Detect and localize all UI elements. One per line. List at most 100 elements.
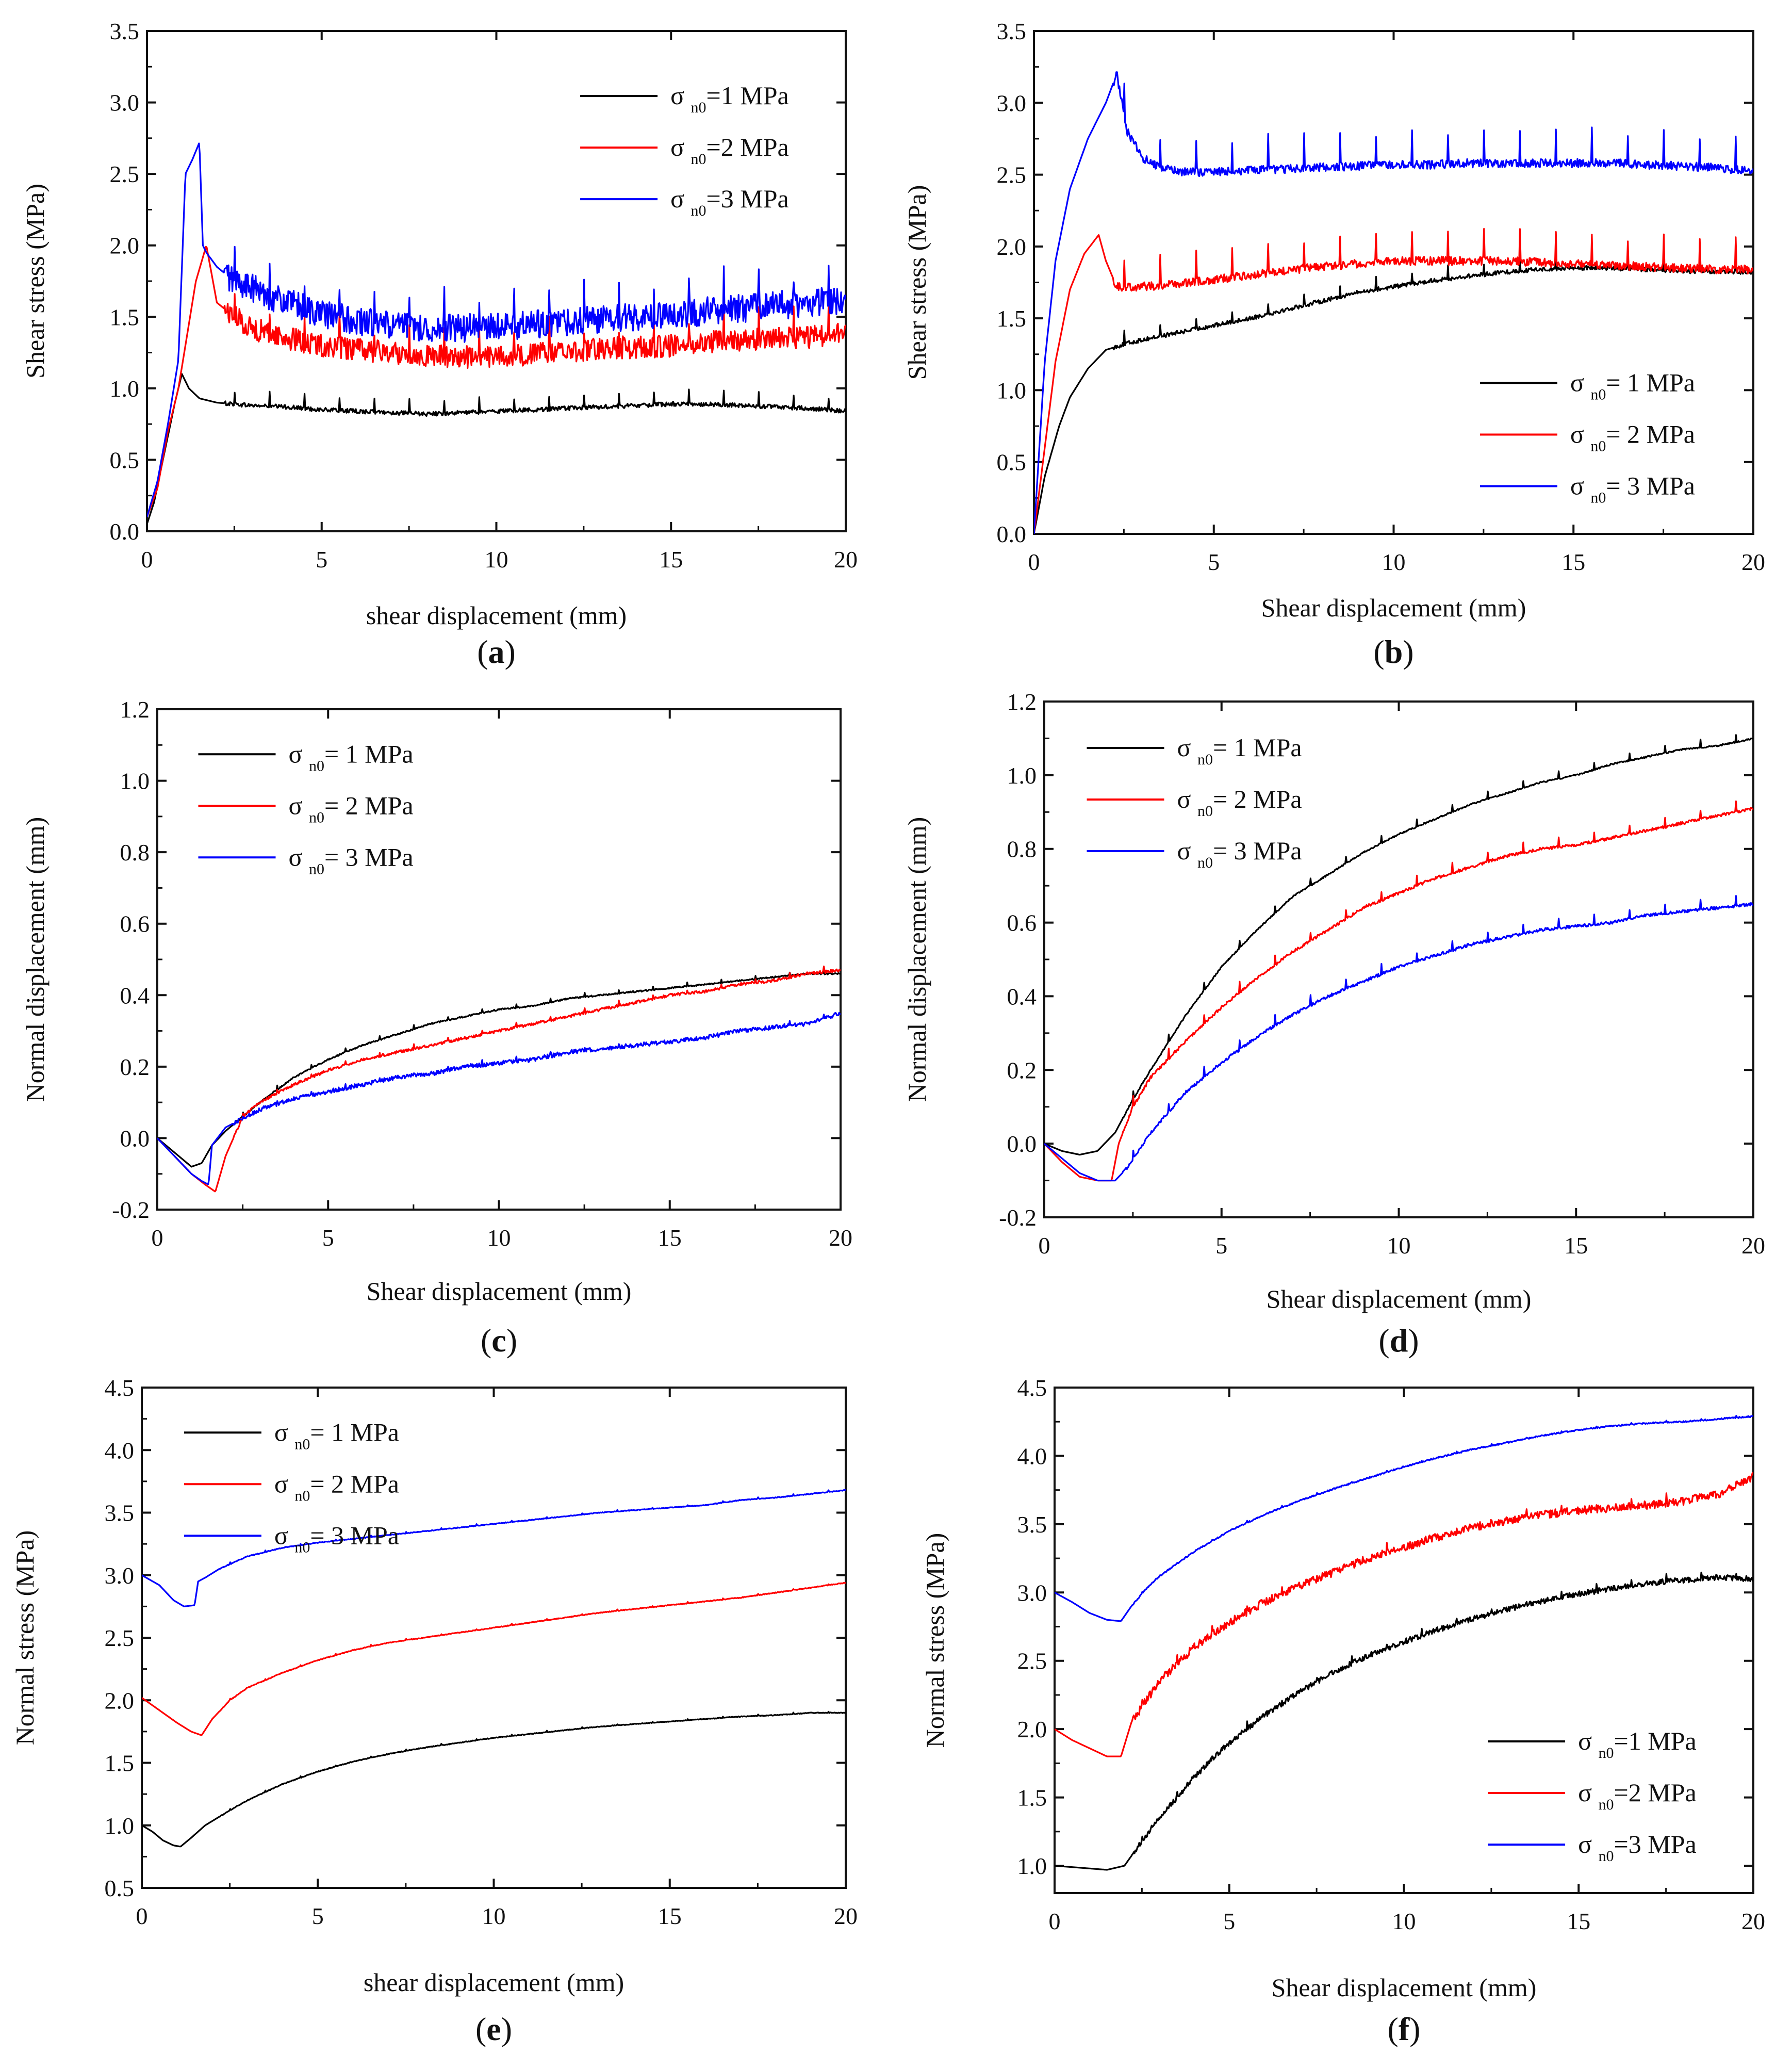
y-tick-label: 0.0 — [997, 521, 1027, 547]
legend-entry: σ n0=2 MPa — [670, 133, 789, 168]
y-axis-label: Normal displacement (mm) — [21, 817, 50, 1102]
panel-caption: (a) — [477, 633, 516, 670]
series-line-3 — [147, 142, 846, 517]
x-tick-label: 10 — [1387, 1232, 1411, 1259]
chart-panel-d: -0.2 0.0 0.2 0.4 0.6 0.8 1.0 1.2 0 5 10 15 20 Shear d… — [902, 689, 1765, 1359]
y-tick-label: 0.5 — [997, 449, 1027, 476]
y-tick-label: 3.0 — [105, 1562, 135, 1589]
y-axis-label: Normal displacement (mm) — [902, 817, 931, 1102]
series-line-1 — [1055, 1571, 1753, 1871]
x-tick-label: 15 — [1564, 1232, 1588, 1259]
legend-entry: σ n0= 1 MPa — [1177, 733, 1302, 768]
series-line-1 — [157, 970, 841, 1168]
y-tick-label: -0.2 — [112, 1197, 150, 1223]
x-axis-label: Shear displacement (mm) — [367, 1277, 632, 1306]
y-tick-label: 0.5 — [105, 1875, 135, 1901]
panel-caption: (b) — [1373, 633, 1413, 670]
x-axis-label: shear displacement (mm) — [364, 1968, 624, 1997]
y-tick-label: 1.0 — [1017, 1853, 1047, 1879]
series-line-1 — [142, 1710, 846, 1848]
legend-entry: σ n0=1 MPa — [670, 81, 789, 116]
x-axis-label: shear displacement (mm) — [366, 601, 627, 630]
y-tick-label: 0.8 — [1007, 836, 1037, 862]
legend: σ n0=1 MPa σ n0=2 MPa σ n0=3 MPa — [580, 81, 789, 219]
series-line-2 — [1055, 1472, 1753, 1757]
legend-entry: σ n0= 3 MPa — [1570, 471, 1695, 507]
x-tick-label: 5 — [1208, 549, 1220, 575]
y-tick-label: 0.6 — [120, 911, 150, 937]
x-tick-label: 5 — [312, 1903, 324, 1929]
y-tick-label: 1.5 — [1017, 1785, 1047, 1811]
x-tick-label: 10 — [1382, 549, 1406, 575]
series-line-3 — [157, 1012, 841, 1185]
chart-panel-a: 0.0 0.5 1.0 1.5 2.0 2.5 3.0 3.5 0 5 10 15 20 shear di… — [21, 18, 858, 670]
y-tick-label: 2.0 — [110, 233, 140, 259]
x-tick-label: 20 — [829, 1225, 852, 1251]
legend-entry: σ n0= 3 MPa — [289, 842, 414, 877]
x-tick-label: 20 — [1741, 549, 1765, 575]
x-tick-label: 5 — [322, 1225, 334, 1251]
y-tick-label: 0.2 — [120, 1054, 150, 1080]
y-tick-label: 2.5 — [1017, 1648, 1047, 1674]
y-tick-label: 0.0 — [1007, 1131, 1037, 1157]
y-axis-label: Normal stress (MPa) — [920, 1533, 949, 1748]
y-tick-label: 0.4 — [1007, 983, 1037, 1009]
plot-frame — [141, 1387, 847, 1889]
y-tick-label: 1.5 — [105, 1750, 135, 1776]
legend: σ n0= 1 MPa σ n0= 2 MPa σ n0= 3 MPa — [184, 1417, 399, 1556]
y-tick-label: 4.0 — [105, 1437, 135, 1463]
y-tick-label: 2.5 — [997, 162, 1027, 188]
legend-entry: σ n0=1 MPa — [1578, 1726, 1697, 1762]
series-line-2 — [157, 965, 841, 1193]
y-tick-label: 1.0 — [1007, 762, 1037, 789]
x-tick-label: 10 — [485, 546, 508, 573]
plot-frame — [156, 708, 842, 1211]
x-tick-label: 20 — [1741, 1232, 1765, 1259]
chart-panel-b: 0.0 0.5 1.0 1.5 2.0 2.5 3.0 3.5 0 5 10 15 20 Shear di… — [902, 18, 1765, 670]
y-tick-label: 2.0 — [105, 1687, 135, 1714]
y-tick-label: 2.0 — [997, 234, 1027, 260]
x-tick-label: 0 — [141, 546, 153, 573]
x-tick-label: 0 — [1028, 549, 1040, 575]
x-tick-label: 10 — [482, 1903, 506, 1929]
legend-entry: σ n0= 3 MPa — [1177, 836, 1302, 871]
x-axis-label: Shear displacement (mm) — [1267, 1284, 1532, 1313]
y-tick-label: 3.5 — [110, 18, 140, 44]
legend-entry: σ n0=3 MPa — [670, 184, 789, 219]
legend-entry: σ n0= 2 MPa — [274, 1469, 399, 1504]
y-tick-label: 4.5 — [1017, 1375, 1047, 1401]
legend-entry: σ n0= 2 MPa — [1177, 785, 1302, 820]
x-tick-label: 15 — [659, 546, 683, 573]
x-tick-label: 20 — [1741, 1908, 1765, 1934]
y-tick-label: 1.2 — [120, 696, 150, 723]
y-tick-label: 1.2 — [1007, 689, 1037, 715]
series-line-2 — [142, 1582, 846, 1736]
panel-caption: (f) — [1388, 2011, 1421, 2047]
y-tick-label: 3.0 — [997, 90, 1027, 116]
plot-frame — [1033, 30, 1754, 535]
x-tick-label: 20 — [834, 1903, 858, 1929]
series-line-3 — [142, 1489, 846, 1607]
y-tick-label: 3.0 — [110, 90, 140, 116]
series-line-3 — [1055, 1415, 1753, 1622]
x-tick-label: 15 — [658, 1903, 682, 1929]
chart-panel-f: 1.0 1.5 2.0 2.5 3.0 3.5 4.0 4.5 0 5 10 15 20 Shear di… — [920, 1375, 1765, 2047]
y-tick-label: 1.0 — [105, 1813, 135, 1839]
series-line-1 — [147, 373, 846, 525]
y-tick-label: 0.6 — [1007, 910, 1037, 936]
y-tick-label: 1.0 — [110, 376, 140, 402]
x-tick-label: 15 — [1567, 1908, 1590, 1934]
legend-entry: σ n0= 1 MPa — [274, 1417, 399, 1453]
y-tick-label: 3.5 — [1017, 1511, 1047, 1538]
legend-entry: σ n0=3 MPa — [1578, 1830, 1697, 1865]
x-tick-label: 10 — [1392, 1908, 1416, 1934]
x-axis-label: Shear displacement (mm) — [1272, 1973, 1537, 2002]
y-tick-label: 4.0 — [1017, 1443, 1047, 1469]
series-line-3 — [1034, 71, 1753, 534]
y-tick-label: 1.5 — [110, 304, 140, 330]
x-tick-label: 0 — [136, 1903, 148, 1929]
legend-entry: σ n0= 2 MPa — [289, 791, 414, 826]
x-tick-label: 10 — [487, 1225, 511, 1251]
panel-caption: (c) — [481, 1322, 517, 1359]
